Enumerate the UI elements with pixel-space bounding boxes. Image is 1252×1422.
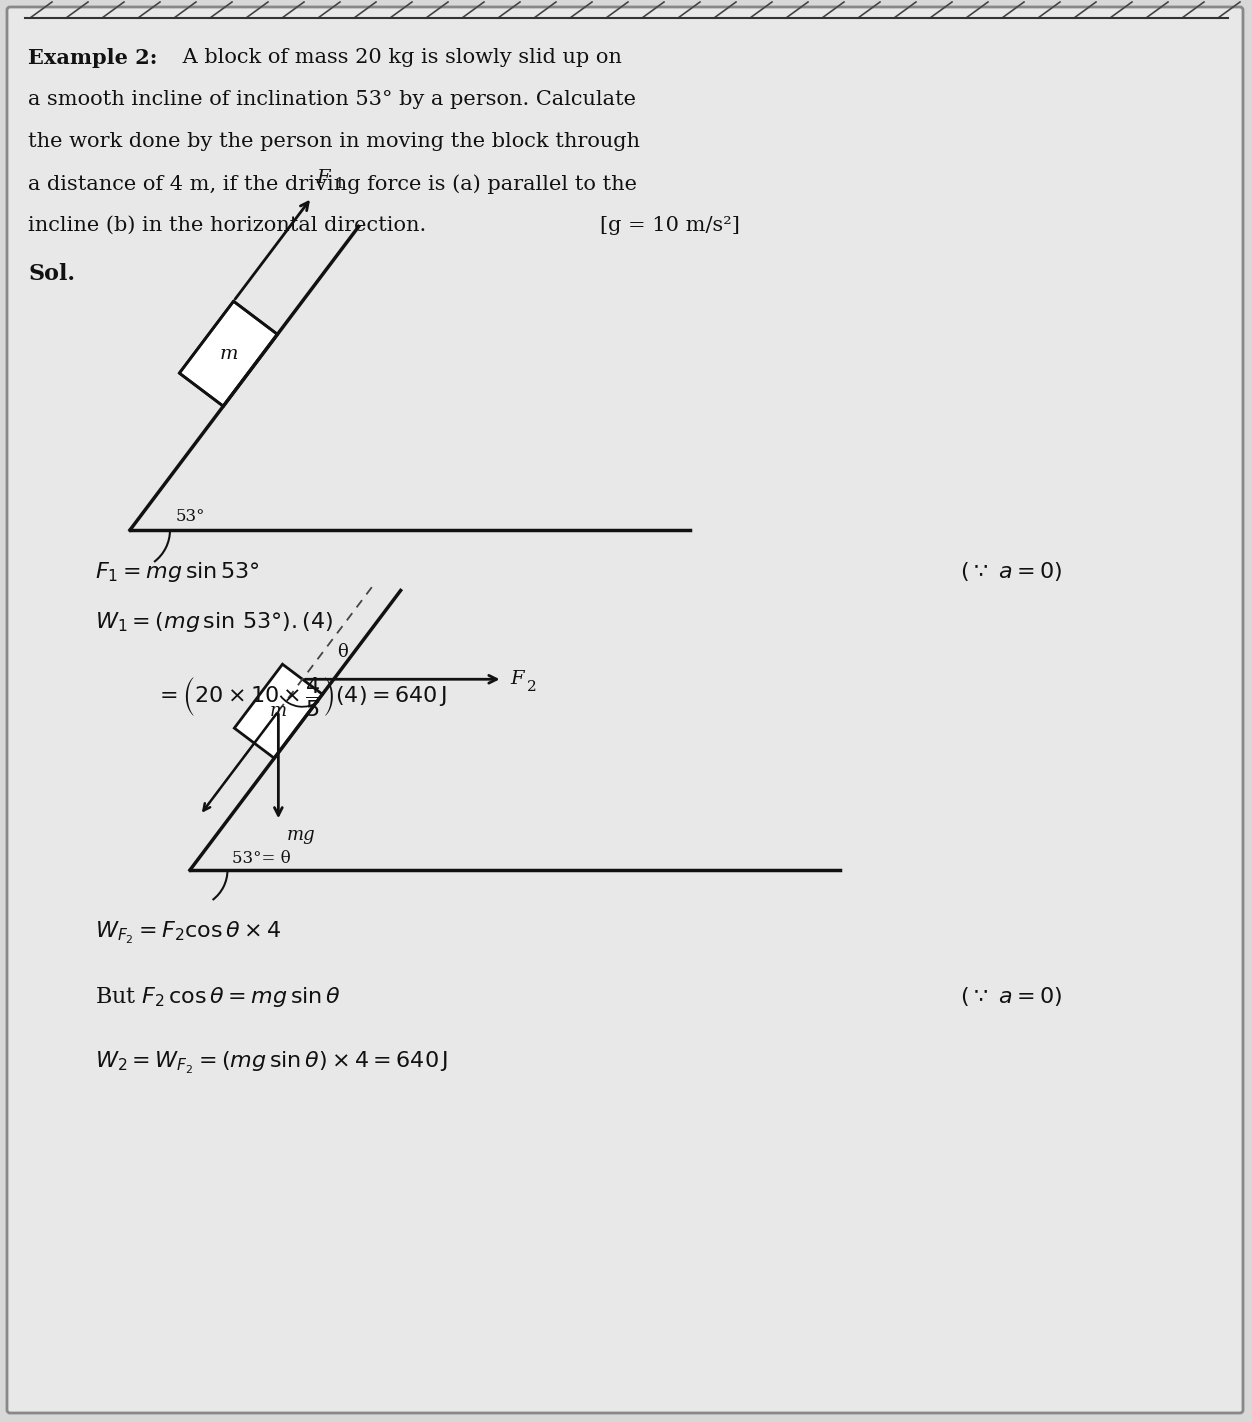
Polygon shape: [179, 301, 278, 407]
Text: a smooth incline of inclination 53° by a person. Calculate: a smooth incline of inclination 53° by a…: [28, 90, 636, 109]
Text: m: m: [269, 702, 287, 720]
Text: F: F: [317, 169, 331, 188]
Text: θ: θ: [338, 643, 348, 661]
Text: But $F_2\,\cos\theta = mg\,\sin\theta$: But $F_2\,\cos\theta = mg\,\sin\theta$: [95, 985, 341, 1010]
Text: incline (b) in the horizontal direction.: incline (b) in the horizontal direction.: [28, 216, 426, 235]
Text: $(\because\ a = 0)$: $(\because\ a = 0)$: [960, 560, 1063, 583]
Text: the work done by the person in moving the block through: the work done by the person in moving th…: [28, 132, 640, 151]
Text: $W_2 = W_{F_2} = (mg\,\sin\theta) \times 4 = 640\,\mathrm{J}$: $W_2 = W_{F_2} = (mg\,\sin\theta) \times…: [95, 1049, 448, 1076]
Text: $W_1 = (mg\,\sin\,53°).(4)$: $W_1 = (mg\,\sin\,53°).(4)$: [95, 610, 333, 634]
Text: a distance of 4 m, if the driving force is (a) parallel to the: a distance of 4 m, if the driving force …: [28, 173, 637, 193]
Text: $(\because\ a = 0)$: $(\because\ a = 0)$: [960, 985, 1063, 1008]
Text: F: F: [511, 670, 523, 688]
Text: Example 2:: Example 2:: [28, 48, 158, 68]
Polygon shape: [234, 664, 323, 758]
Text: [g = 10 m/s²]: [g = 10 m/s²]: [600, 216, 740, 235]
Text: Sol.: Sol.: [28, 263, 75, 284]
FancyBboxPatch shape: [8, 7, 1243, 1413]
Text: 1: 1: [334, 178, 343, 192]
Text: mg: mg: [287, 826, 316, 845]
Text: m: m: [219, 344, 238, 363]
Text: 53°: 53°: [177, 508, 205, 525]
Text: $W_{F_2} = F_2\cos\theta \times 4$: $W_{F_2} = F_2\cos\theta \times 4$: [95, 920, 282, 946]
Text: A block of mass 20 kg is slowly slid up on: A block of mass 20 kg is slowly slid up …: [177, 48, 622, 67]
Text: 53°= θ: 53°= θ: [232, 850, 290, 867]
Text: 2: 2: [527, 680, 537, 694]
Text: $= \left(20 \times 10 \times \dfrac{4}{5}\right)(4) = 640\,\mathrm{J}$: $= \left(20 \times 10 \times \dfrac{4}{5…: [155, 675, 447, 718]
Text: $F_1 = mg\,\sin53°$: $F_1 = mg\,\sin53°$: [95, 560, 260, 584]
